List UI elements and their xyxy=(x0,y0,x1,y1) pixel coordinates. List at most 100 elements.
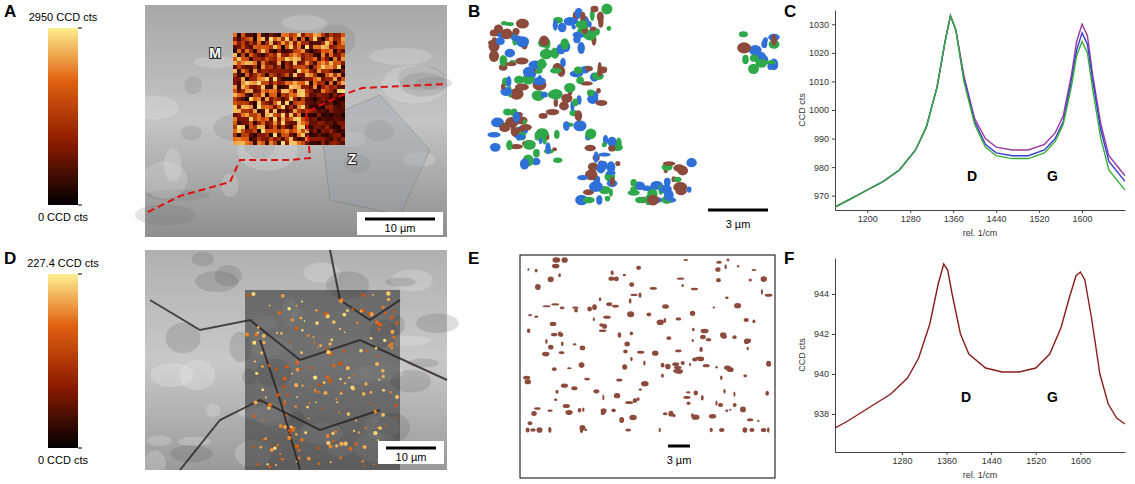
map-pixel xyxy=(329,89,333,93)
map-pixel xyxy=(301,49,305,53)
map-pixel xyxy=(281,129,285,133)
map-pixel xyxy=(245,77,249,81)
map-pixel xyxy=(325,113,329,117)
map-pixel xyxy=(241,133,245,137)
map-pixel xyxy=(289,61,293,65)
map-pixel xyxy=(337,57,341,61)
map-pixel xyxy=(729,409,731,411)
map-pixel xyxy=(261,101,265,105)
map-pixel xyxy=(313,141,317,145)
colorbar-tick xyxy=(78,28,82,29)
map-pixel xyxy=(349,447,353,451)
map-pixel xyxy=(253,117,257,121)
map-pixel xyxy=(261,113,265,117)
map-pixel xyxy=(607,26,612,31)
map-pixel xyxy=(719,428,724,432)
map-pixel xyxy=(370,391,373,394)
map-pixel xyxy=(241,97,245,101)
map-pixel xyxy=(599,323,604,327)
tick: 990 xyxy=(814,134,835,144)
map-pixel xyxy=(245,97,249,101)
map-pixel xyxy=(695,357,700,359)
map-pixel xyxy=(573,343,577,345)
map-pixel xyxy=(606,171,615,175)
micrograph-texture xyxy=(195,271,238,292)
map-pixel xyxy=(732,335,736,339)
map-pixel xyxy=(237,129,241,133)
map-pixel xyxy=(587,21,591,27)
map-pixel xyxy=(289,125,293,129)
map-pixel xyxy=(293,77,297,81)
map-pixel xyxy=(558,23,567,33)
map-pixel xyxy=(394,404,397,407)
map-pixel xyxy=(548,345,553,350)
map-pixel xyxy=(297,121,301,125)
map-pixel xyxy=(301,65,305,69)
map-pixel xyxy=(277,93,281,97)
map-pixel xyxy=(301,53,305,57)
map-pixel xyxy=(245,109,249,113)
scale-bar-box xyxy=(378,441,444,464)
map-pixel xyxy=(257,81,261,85)
map-pixel xyxy=(558,273,561,277)
map-pixel xyxy=(297,41,301,45)
map-pixel xyxy=(265,81,269,85)
map-pixel xyxy=(261,57,265,61)
map-pixel xyxy=(277,65,281,69)
map-pixel xyxy=(767,427,770,432)
map-pixel xyxy=(287,436,291,440)
map-pixel xyxy=(579,362,585,368)
map-pixel xyxy=(337,73,341,77)
map-pixel xyxy=(297,117,301,121)
map-pixel xyxy=(555,390,558,394)
map-pixel xyxy=(233,125,237,129)
map-pixel xyxy=(734,303,741,309)
map-pixel xyxy=(363,445,367,449)
map-pixel xyxy=(289,41,293,45)
map-pixel xyxy=(752,320,755,324)
map-pixel xyxy=(301,113,305,117)
map-pixel xyxy=(339,328,341,330)
tick: 1600 xyxy=(1071,452,1091,466)
map-pixel xyxy=(506,140,513,150)
band-label: D xyxy=(967,168,977,184)
map-pixel xyxy=(249,49,253,53)
map-pixel xyxy=(297,61,301,65)
map-pixel xyxy=(241,125,245,129)
map-pixel xyxy=(233,93,237,97)
map-pixel xyxy=(309,101,313,105)
tick-mark xyxy=(832,81,835,82)
map-pixel xyxy=(337,53,341,57)
map-pixel xyxy=(539,113,548,119)
map-pixel xyxy=(297,109,301,113)
map-pixel xyxy=(333,133,337,137)
map-pixel xyxy=(553,20,558,31)
tick-mark xyxy=(991,452,992,455)
map-pixel xyxy=(547,409,552,411)
map-pixel xyxy=(297,113,301,117)
map-pixel xyxy=(241,137,245,141)
map-pixel xyxy=(317,53,321,57)
map-pixel xyxy=(285,65,289,69)
map-pixel xyxy=(269,105,273,109)
figure: A2950 CCD cts0 CCD ctsMZ10 µmB3 µmD227.4… xyxy=(0,0,1135,484)
map-pixel xyxy=(305,49,309,53)
map-pixel xyxy=(321,109,325,113)
x-axis: 12801360144015201600 xyxy=(836,452,1126,466)
map-pixel xyxy=(297,85,301,89)
map-pixel xyxy=(629,282,634,287)
map-pixel xyxy=(333,125,337,129)
map-pixel xyxy=(252,445,255,448)
map-pixel xyxy=(254,361,256,363)
map-pixel xyxy=(277,109,281,113)
map-pixel xyxy=(301,97,305,101)
tick-mark xyxy=(1082,210,1083,213)
map-pixel xyxy=(305,57,309,61)
map-pixel xyxy=(341,109,345,113)
map-pixel xyxy=(388,345,390,347)
map-pixel xyxy=(321,97,325,101)
map-pixel xyxy=(289,53,293,57)
map-pixel xyxy=(276,332,278,334)
map-pixel xyxy=(257,57,261,61)
map-pixel xyxy=(341,81,345,85)
